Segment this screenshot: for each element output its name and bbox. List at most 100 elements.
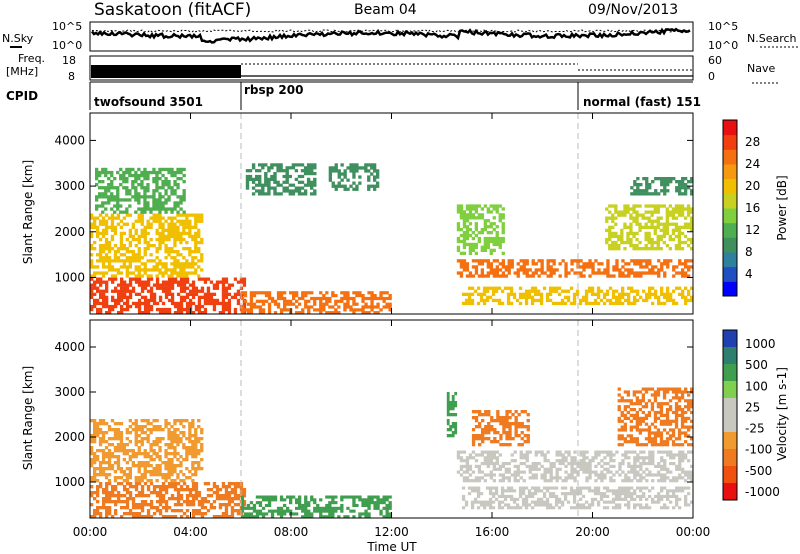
band-1-1-cell [137,476,141,480]
band-0-9-cell [611,240,615,245]
band-0-7-cell [503,286,508,290]
band-1-3-cell [543,456,547,460]
band-1-4-cell [636,486,640,490]
band-0-2-cell [158,170,162,175]
band-0-5-cell [352,172,356,176]
band-0-2-cell [128,173,132,178]
band-0-2-cell [107,177,111,181]
band-0-2-cell [152,192,156,196]
band-0-1-cell [182,268,186,272]
band-0-9-cell [671,237,676,242]
band-1-2-cell [337,515,341,519]
band-0-4-cell [245,186,250,190]
band-0-9-cell [656,207,660,211]
band-1-4-cell [539,500,544,504]
band-0-4-cell [273,189,277,193]
band-0-1-cell [104,213,109,217]
band-0-1-cell [113,259,118,263]
band-0-7-cell [533,298,538,303]
band-0-3-cell [367,296,371,301]
band-1-2-cell [328,515,332,519]
band-1-5-cell [490,425,494,429]
band-0-9-cell [677,210,682,214]
band-1-6-cell [687,416,691,420]
xtick-label: 16:00 [475,525,510,539]
band-0-1-cell [167,216,171,220]
band-1-3-cell [582,464,586,468]
band-0-7-cell [654,289,658,293]
band-1-1-cell [149,470,153,474]
band-1-2-cell [270,509,275,513]
band-1-4-cell [660,506,664,510]
band-1-2-cell [379,512,383,516]
band-1-0-cell [164,506,169,510]
band-0-3-cell [343,291,347,295]
band-1-2-cell [267,509,272,513]
band-1-2-cell [301,509,305,513]
band-1-6-cell [635,428,639,432]
band-0-3-cell [355,308,359,312]
band-1-2-cell [388,506,392,510]
band-0-1-cell [182,213,186,217]
band-0-1-cell [164,262,168,266]
band-1-1-cell [104,455,109,459]
band-1-2-cell [307,515,311,519]
band-0-9-cell [677,231,682,236]
band-0-0-cell [197,295,202,299]
band-0-3-cell [322,305,326,309]
band-1-3-cell [495,462,499,466]
band-1-6-cell [641,443,645,447]
band-0-7-cell [642,289,646,293]
band-1-5-cell [526,419,530,423]
band-1-4-cell [614,494,619,498]
band-1-6-cell [626,393,630,397]
band-1-3-cell [525,456,529,460]
band-1-3-cell [600,479,604,483]
band-0-0-cell [111,295,115,299]
band-0-5-cell [373,184,377,188]
band-0-0-cell [224,289,229,293]
band-0-3-cell [283,308,287,312]
band-1-0-cell [93,491,97,495]
band-1-4-cell [470,486,475,490]
band-0-0-cell [179,286,184,290]
band-1-6-cell [653,437,658,441]
band-1-5-cell [520,431,524,435]
band-0-8-cell [465,204,470,208]
band-0-0-cell [206,289,211,293]
band-0-0-cell [120,307,124,312]
band-0-7-cell [500,289,505,293]
band-0-6-cell [582,262,586,266]
band-0-6-cell [642,259,646,263]
band-0-5-cell [361,166,365,170]
band-0-3-cell [249,291,254,295]
band-1-1-cell [116,434,121,438]
band-1-1-cell [116,467,121,471]
band-0-0-cell [123,307,127,312]
band-1-2-cell [310,495,314,499]
band-0-1-cell [93,219,97,223]
band-0-3-cell [364,296,368,301]
band-0-4-cell [310,192,314,196]
band-1-2-cell [376,501,380,505]
band-1-3-cell [648,473,652,477]
band-1-1-cell [116,455,121,459]
band-1-1-cell [104,440,109,444]
band-0-7-cell [488,295,493,299]
band-0-9-cell [674,244,679,248]
band-1-2-cell [334,506,338,510]
band-0-7-cell [666,289,670,293]
band-0-0-cell [161,286,166,290]
band-0-1-cell [194,225,198,229]
band-1-0-cell [218,497,223,501]
band-0-10-cell [651,192,655,196]
band-1-4-cell [639,497,643,501]
band-0-10-cell [660,177,664,181]
band-1-4-cell [611,489,616,493]
band-0-9-cell [629,244,633,248]
band-0-6-cell [681,268,685,272]
band-0-3-cell [243,291,248,295]
band-1-4-cell [660,486,664,490]
band-0-0-cell [128,283,133,287]
band-0-5-cell [352,163,356,167]
